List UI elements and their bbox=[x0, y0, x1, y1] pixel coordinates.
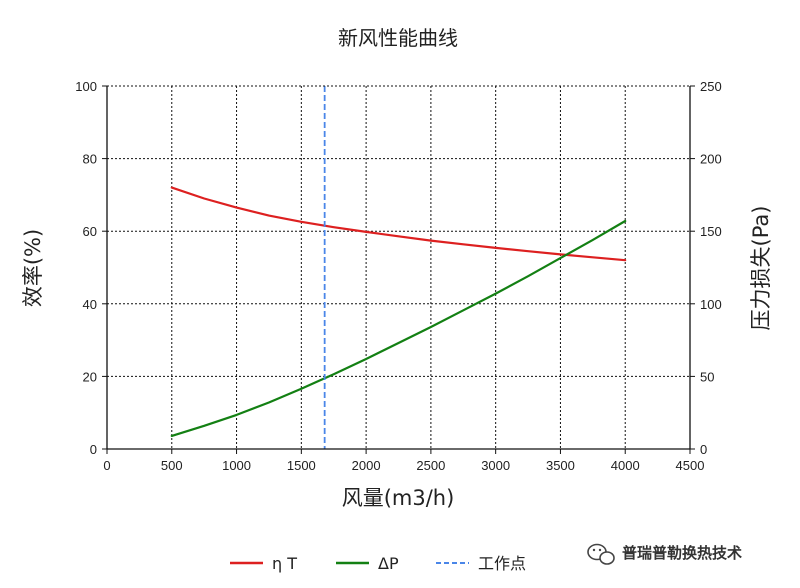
x-tick-label: 3500 bbox=[546, 458, 575, 473]
y-left-tick-label: 80 bbox=[83, 152, 97, 167]
legend-label-dp: ΔP bbox=[378, 554, 399, 573]
y-right-tick-label: 50 bbox=[700, 369, 714, 384]
y-left-tick-label: 60 bbox=[83, 224, 97, 239]
wechat-icon bbox=[587, 543, 615, 565]
x-tick-label: 2000 bbox=[352, 458, 381, 473]
x-tick-label: 4000 bbox=[611, 458, 640, 473]
x-tick-label: 2500 bbox=[416, 458, 445, 473]
y-right-tick-label: 100 bbox=[700, 297, 722, 312]
x-tick-label: 3000 bbox=[481, 458, 510, 473]
y-right-tick-label: 200 bbox=[700, 152, 722, 167]
y-left-tick-label: 0 bbox=[90, 442, 97, 457]
series-layer bbox=[170, 86, 627, 449]
y-right-tick-label: 150 bbox=[700, 224, 722, 239]
legend-label-operating-point: 工作点 bbox=[478, 554, 526, 573]
y-left-tick-label: 100 bbox=[75, 79, 97, 94]
series-line-pressure-loss bbox=[170, 219, 627, 437]
y-left-tick-label: 20 bbox=[83, 369, 97, 384]
watermark: 普瑞普勒换热技术 bbox=[587, 543, 742, 565]
watermark-text: 普瑞普勒换热技术 bbox=[622, 544, 742, 562]
x-axis-title: 风量(m3/h) bbox=[342, 486, 455, 510]
x-tick-label: 1000 bbox=[222, 458, 251, 473]
chart-title: 新风性能曲线 bbox=[338, 26, 458, 50]
y-axis-left-title: 效率(%) bbox=[21, 229, 45, 307]
grid-layer bbox=[107, 86, 690, 449]
legend-label-eta: η T bbox=[272, 554, 297, 573]
x-tick-label: 4500 bbox=[676, 458, 705, 473]
series-line-efficiency bbox=[170, 186, 627, 262]
x-tick-label: 0 bbox=[103, 458, 110, 473]
y-axis-right-title: 压力损失(Pa) bbox=[749, 206, 773, 331]
legend: η T ΔP 工作点 bbox=[230, 554, 526, 573]
y-right-tick-label: 0 bbox=[700, 442, 707, 457]
x-tick-label: 1500 bbox=[287, 458, 316, 473]
y-left-tick-label: 40 bbox=[83, 297, 97, 312]
axes-layer: 0 500 1000 1500 2000 2500 3000 3500 4000 45000204… bbox=[75, 79, 721, 473]
y-right-tick-label: 250 bbox=[700, 79, 722, 94]
x-tick-label: 500 bbox=[161, 458, 183, 473]
